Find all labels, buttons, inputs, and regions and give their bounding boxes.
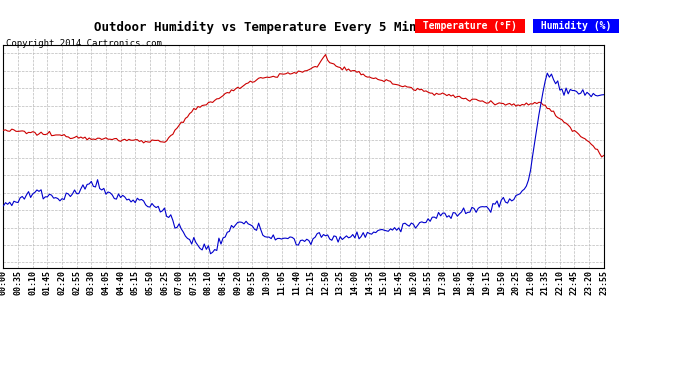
Text: Temperature (°F): Temperature (°F) [417, 21, 523, 31]
Text: Copyright 2014 Cartronics.com: Copyright 2014 Cartronics.com [6, 39, 161, 48]
Text: Outdoor Humidity vs Temperature Every 5 Minutes 20140607: Outdoor Humidity vs Temperature Every 5 … [94, 21, 513, 34]
Text: Humidity (%): Humidity (%) [535, 21, 617, 31]
